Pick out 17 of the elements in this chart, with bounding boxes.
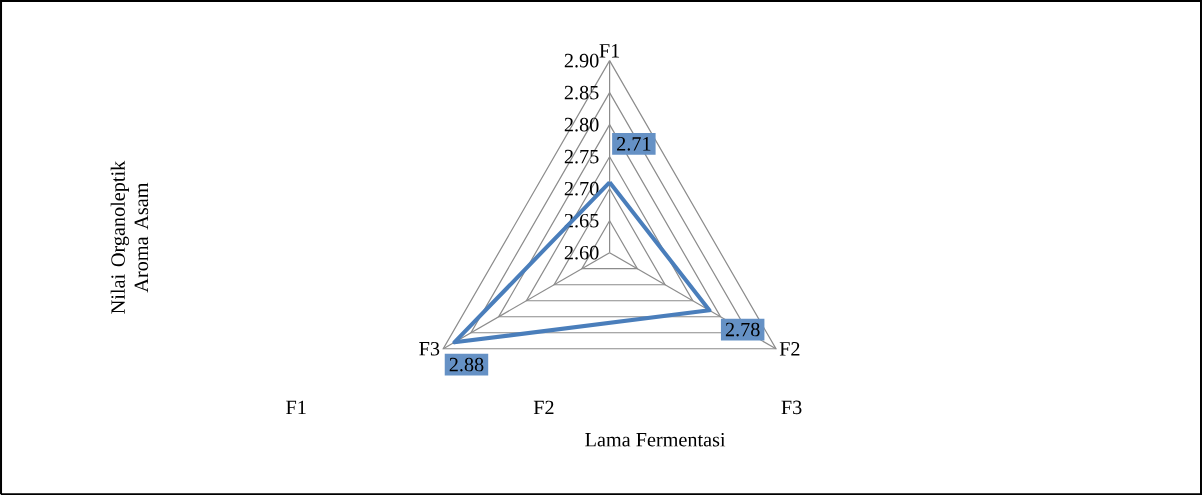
- text: F2: [533, 400, 554, 414]
- text: F3: [781, 400, 802, 415]
- y-tick-label: 2.80: [564, 117, 599, 132]
- text: Lama Fermentasi: [585, 432, 726, 447]
- spoke-label: F3: [419, 341, 440, 356]
- data-label: 2.88: [449, 357, 484, 372]
- data-label: 2.71: [617, 136, 651, 151]
- y-tick-label: 2.85: [564, 85, 599, 100]
- y-tick-label: 2.75: [564, 149, 599, 164]
- spoke-label: F1: [599, 43, 620, 58]
- y-tick-label: 2.90: [564, 53, 599, 68]
- y-tick-label: 2.60: [564, 245, 599, 260]
- y-tick-label: 2.70: [564, 181, 599, 196]
- text: Nilai Organoleptik Aroma Asam: [110, 160, 149, 314]
- spoke-label: F2: [779, 341, 800, 356]
- data-label: 2.78: [725, 322, 760, 337]
- text: F1: [286, 400, 306, 414]
